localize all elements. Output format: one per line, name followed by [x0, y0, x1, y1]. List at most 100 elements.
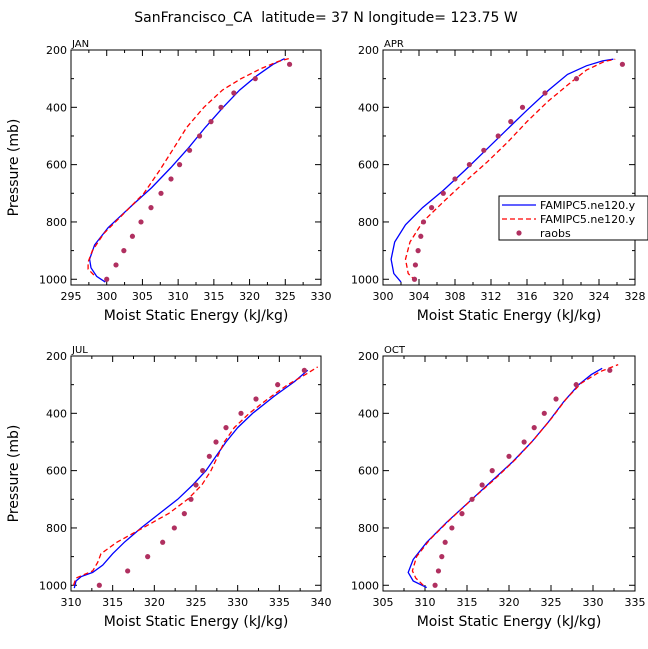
raobs-point	[415, 248, 421, 254]
y-tick-label: 800	[358, 522, 379, 535]
raobs-point	[200, 468, 206, 474]
raobs-point	[148, 205, 154, 211]
raobs-point	[435, 568, 442, 574]
x-tick-label: 300	[373, 290, 394, 303]
x-tick-label: 320	[499, 596, 520, 609]
x-axis-label: Moist Static Energy (kJ/kg)	[104, 308, 289, 324]
panels: JAN 295 300 305 310 315 320 325 330 200 400 600 800 1…	[6, 39, 646, 630]
series-line-blue	[73, 369, 309, 589]
raobs-point	[158, 190, 164, 196]
series-line-blue	[88, 58, 285, 283]
legend-box	[498, 195, 648, 241]
y-tick-label: 600	[358, 465, 379, 478]
raobs-point	[125, 568, 131, 574]
y-tick-label: 1000	[39, 579, 67, 592]
raobs-point	[171, 525, 177, 531]
raobs-point	[469, 496, 475, 502]
raobs-point	[573, 76, 580, 82]
raobs-point	[213, 439, 219, 445]
raobs-point	[607, 367, 613, 373]
raobs-point	[286, 61, 293, 67]
raobs-point	[508, 119, 514, 125]
raobs-point	[301, 367, 307, 373]
raobs-point	[506, 453, 512, 459]
x-tick-label: 325	[275, 290, 296, 303]
raobs-point	[466, 162, 472, 168]
panel-jul: JUL 310 315 320 325 330 335 340 200 400 600 800 1000…	[6, 345, 332, 630]
raobs-point	[160, 539, 166, 545]
raobs-point	[449, 525, 455, 531]
y-tick-label: 400	[46, 407, 67, 420]
raobs-point	[104, 276, 110, 282]
raobs-point	[442, 539, 448, 545]
y-tick-label: 200	[358, 44, 379, 57]
x-tick-label: 315	[457, 596, 478, 609]
y-tick-label: 200	[46, 44, 67, 57]
panel-jan: JAN 295 300 305 310 315 320 325 330 200 400 600 800 1…	[6, 39, 332, 324]
raobs-point	[531, 425, 537, 431]
raobs-point	[188, 496, 194, 502]
raobs-point	[542, 90, 548, 96]
plot-frame-oct	[382, 355, 636, 592]
x-tick-label: 310	[415, 596, 436, 609]
raobs-point	[186, 147, 193, 153]
y-tick-label: 200	[46, 350, 67, 363]
y-tick-label: 800	[46, 522, 67, 535]
raobs-point	[439, 554, 445, 560]
raobs-point	[181, 511, 187, 517]
x-tick-label: 340	[311, 596, 332, 609]
plot-frame-apr	[382, 49, 636, 286]
raobs-point	[231, 90, 237, 96]
raobs-point	[121, 248, 127, 254]
x-tick-label: 310	[61, 596, 82, 609]
x-tick-label: 315	[203, 290, 224, 303]
y-tick-label: 1000	[351, 273, 379, 286]
raobs-point	[573, 382, 579, 388]
x-tick-label: 305	[132, 290, 153, 303]
raobs-point	[206, 453, 212, 459]
series-line-blue	[407, 367, 603, 589]
raobs-point	[223, 425, 229, 431]
y-tick-label: 400	[46, 101, 67, 114]
y-tick-label: 800	[358, 216, 379, 229]
x-tick-label: 312	[481, 290, 502, 303]
x-tick-label: 325	[541, 596, 562, 609]
y-axis-label: Pressure (mb)	[6, 119, 22, 217]
raobs-point	[275, 382, 281, 388]
x-tick-label: 325	[186, 596, 207, 609]
legend-label: raobs	[540, 227, 571, 240]
y-tick-label: 400	[358, 101, 379, 114]
raobs-point	[619, 61, 626, 67]
x-tick-label: 308	[445, 290, 466, 303]
x-tick-label: 316	[517, 290, 538, 303]
x-tick-label: 330	[583, 596, 604, 609]
raobs-point	[196, 133, 203, 139]
legend-label: FAMIPC5.ne120.y	[540, 213, 636, 226]
x-tick-label: 310	[168, 290, 189, 303]
raobs-point	[113, 262, 119, 268]
x-tick-label: 335	[625, 596, 646, 609]
raobs-point	[138, 219, 144, 225]
raobs-point	[193, 482, 199, 488]
panel-title-jan: JAN	[71, 39, 89, 50]
raobs-point	[208, 119, 214, 125]
x-axis-label: Moist Static Energy (kJ/kg)	[417, 308, 602, 324]
raobs-point	[129, 233, 136, 239]
raobs-point	[541, 410, 547, 416]
raobs-point	[168, 176, 174, 182]
series-line-red	[87, 57, 292, 276]
series-group	[390, 58, 626, 283]
raobs-point	[479, 482, 485, 488]
series-group	[72, 366, 319, 589]
panel-title-jul: JUL	[71, 345, 88, 356]
raobs-point	[459, 511, 465, 517]
raobs-point	[432, 582, 438, 588]
x-tick-label: 315	[102, 596, 123, 609]
panel-oct: OCT 305 310 315 320 325 330 335 200 400 600 800 1000…	[351, 345, 646, 630]
raobs-point	[440, 190, 446, 196]
x-tick-label: 335	[269, 596, 290, 609]
panel-title-oct: OCT	[384, 345, 406, 356]
series-line-red	[72, 366, 319, 586]
